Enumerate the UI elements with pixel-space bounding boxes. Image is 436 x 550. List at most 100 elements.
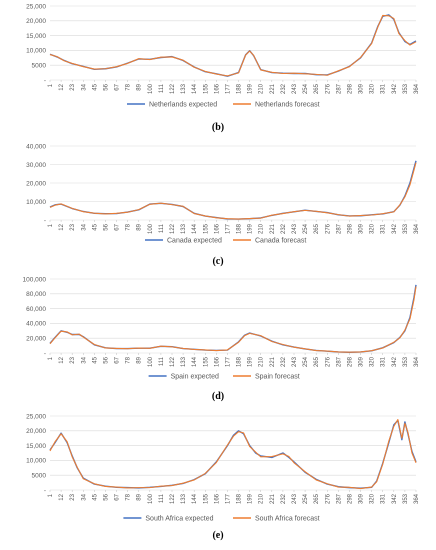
chart-south-africa: - 5000 10,000 15,000 20,000 25,000 1 12 23 34 45 56… [26,413,420,523]
x-tick-label: 23 [70,223,76,230]
x-tick-label: 56 [103,83,109,90]
y-tick-label: 25,000 [26,413,46,420]
x-tick-label: 342 [392,83,398,94]
x-tick-label: 331 [381,223,387,234]
x-tick-label: 23 [70,356,76,363]
x-tick-label: 298 [347,223,353,234]
x-tick-label: 331 [381,356,387,367]
x-tick-label: 34 [81,83,87,90]
x-tick-label: 78 [126,356,132,363]
y-tick-label: 30,000 [26,162,46,169]
y-tick-label: 5000 [32,473,47,480]
x-tick-label: 45 [92,493,98,500]
x-tick-label: 309 [359,493,365,504]
x-tick-label: 122 [170,223,176,234]
x-tick-label: 331 [381,493,387,504]
x-tick-label: 342 [392,493,398,504]
x-tick-label: 353 [403,493,409,504]
x-tick-label: 232 [281,356,287,367]
x-tick-label: 265 [314,356,320,367]
x-tick-label: 111 [159,493,165,503]
y-tick-label: - [44,217,46,224]
legend-label: Spain forecast [255,374,300,381]
x-tick-label: 287 [336,83,342,94]
x-tick-label: 144 [192,83,198,94]
x-tick-label: 56 [103,493,109,500]
x-tick-label: 23 [70,493,76,500]
x-tick-label: 155 [203,493,209,504]
x-tick-label: 265 [314,83,320,94]
x-tick-label: 254 [303,493,309,504]
x-tick-label: 67 [115,356,121,363]
chart-canada: - 10,000 20,000 30,000 40,000 1 12 23 34 45 56 67 78… [26,143,420,245]
x-tick-label: 166 [214,493,220,504]
x-tick-label: 353 [403,223,409,234]
x-tick-label: 56 [103,223,109,230]
x-tick-label: 100 [148,83,154,94]
x-tick-label: 111 [159,223,165,233]
x-tick-label: 67 [115,493,121,500]
x-tick-label: 364 [414,356,420,367]
x-tick-label: 254 [303,223,309,234]
x-tick-label: 111 [159,83,165,93]
x-tick-label: 12 [59,83,65,90]
x-tick-label: 12 [59,223,65,230]
x-tick-label: 100 [148,493,154,504]
x-tick-label: 320 [370,223,376,234]
y-tick-label: 25,000 [26,3,46,10]
x-tick-label: 133 [181,493,187,504]
x-tick-label: 177 [225,83,231,94]
x-tick-label: 188 [237,223,243,234]
y-tick-label: 80,000 [26,291,46,298]
x-tick-label: 1 [48,356,54,360]
caption-c: (c) [212,256,224,267]
x-tick-label: 100 [148,223,154,234]
series-line-canada-expected [49,160,417,220]
caption-b: (b) [211,122,225,133]
x-tick-label: 78 [126,223,132,230]
x-tick-label: 45 [92,83,98,90]
x-tick-label: 221 [270,223,276,234]
x-tick-label: 265 [314,223,320,234]
legend-label: Canada expected [167,238,222,245]
x-tick-label: 276 [325,83,331,94]
x-tick-label: 23 [70,83,76,90]
x-tick-label: 166 [214,223,220,234]
x-tick-label: 353 [403,83,409,94]
x-tick-label: 199 [248,356,254,367]
x-tick-label: 177 [225,493,231,504]
chart-panel-netherlands: - 5000 10,000 15,000 20,000 25,000 1 12 23 34 45 56… [0,0,436,118]
y-tick-label: 10,000 [26,48,46,55]
x-tick-label: 188 [237,493,243,504]
x-tick-label: 78 [126,493,132,500]
y-tick-label: - [44,487,46,494]
x-tick-label: 188 [237,83,243,94]
x-tick-label: 276 [325,493,331,504]
x-tick-label: 298 [347,356,353,367]
x-tick-label: 89 [137,83,143,90]
y-tick-label: 20,000 [26,18,46,25]
x-tick-label: 122 [170,356,176,367]
series-line-canada-forecast [49,162,417,220]
x-tick-label: 199 [248,83,254,94]
x-tick-label: 166 [214,83,220,94]
y-tick-label: - [44,350,46,357]
x-tick-label: 221 [270,356,276,367]
x-tick-label: 243 [292,356,298,367]
x-tick-label: 287 [336,356,342,367]
x-tick-label: 243 [292,493,298,504]
legend-label: South Africa expected [145,516,213,523]
x-tick-label: 122 [170,493,176,504]
x-tick-label: 210 [259,83,265,94]
x-tick-label: 199 [248,493,254,504]
y-tick-label: 20,000 [26,180,46,187]
y-tick-label: 20,000 [26,336,46,343]
x-tick-label: 34 [81,223,87,230]
chart-spain: - 20,000 40,000 60,000 80,000 100,000 1 12 23 34 4… [23,276,421,381]
x-tick-label: 331 [381,83,387,94]
x-tick-label: 309 [359,83,365,94]
x-tick-label: 254 [303,356,309,367]
x-tick-label: 144 [192,223,198,234]
x-tick-label: 210 [259,223,265,234]
x-tick-label: 133 [181,356,187,367]
